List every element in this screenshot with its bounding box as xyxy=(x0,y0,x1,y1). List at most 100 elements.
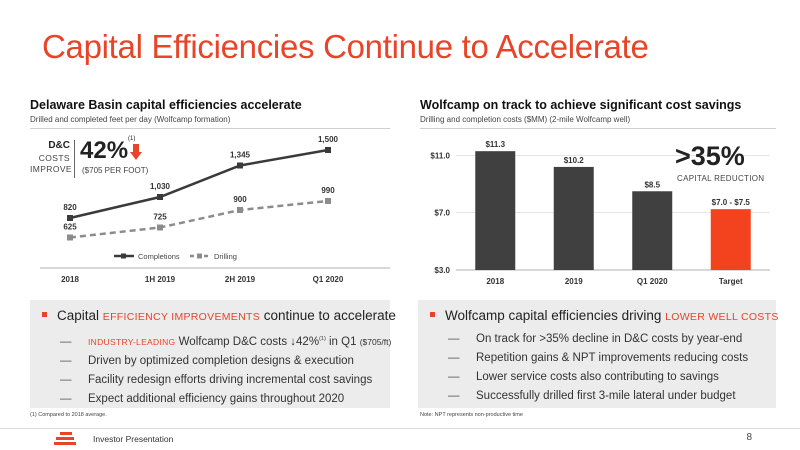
list-item: — Expect additional efficiency gains thro… xyxy=(60,390,391,409)
list-item-text: Driven by optimized completion designs &… xyxy=(88,354,354,367)
right-summary-list: — On track for >35% decline in D&C costs … xyxy=(448,330,748,406)
list-item-text: Repetition gains & NPT improvements redu… xyxy=(476,352,749,364)
data-point xyxy=(67,234,73,241)
right-panel-rule xyxy=(420,128,776,129)
bullet-icon xyxy=(430,311,435,317)
x-tick-label: Q1 2020 xyxy=(637,277,668,286)
left-headline-highlight: EFFICIENCY IMPROVEMENTS xyxy=(102,311,261,323)
x-tick-label: 2H 2019 xyxy=(225,275,256,284)
data-point xyxy=(157,224,163,231)
data-point xyxy=(237,162,243,169)
data-label: 990 xyxy=(321,186,335,195)
dash-icon: — xyxy=(448,390,460,402)
data-point xyxy=(325,147,331,153)
right-panel-title: Wolfcamp on track to achieve significant… xyxy=(420,98,742,112)
left-headline-suffix: continue to accelerate xyxy=(260,308,396,323)
dash-icon: — xyxy=(60,335,72,348)
down-arrow-icon xyxy=(130,144,142,160)
left-panel-title: Delaware Basin capital efficiencies acce… xyxy=(30,98,302,112)
right-summary-headline: Wolfcamp capital efficiencies driving LO… xyxy=(430,308,779,323)
list-item: — Repetition gains & NPT improvements red… xyxy=(448,349,748,368)
left-summary-list: — INDUSTRY-LEADING Wolfcamp D&C costs ↓42… xyxy=(60,330,391,409)
list-item-footnote-ref: (1) xyxy=(319,336,326,342)
data-label: 820 xyxy=(63,203,77,212)
line-chart: 820 1,030 1,345 1,500 625 725 900 990 2018 1H 201… xyxy=(40,135,390,284)
x-tick-label: 2019 xyxy=(565,277,583,286)
data-label: 1,345 xyxy=(230,151,251,160)
dash-icon: — xyxy=(60,392,72,405)
left-summary-box: Capital EFFICIENCY IMPROVEMENTS continue… xyxy=(30,300,396,409)
data-label: 725 xyxy=(153,213,167,222)
callout-footnote-ref: (1) xyxy=(128,136,136,142)
list-item-text: Lower service costs also contributing to… xyxy=(476,371,719,383)
dc-costs-callout: D&C COSTS IMPROVE 42% (1) ($705 PER FOOT… xyxy=(30,136,190,182)
x-tick-label: 2018 xyxy=(486,277,504,286)
list-item: — Lower service costs also contributing t… xyxy=(448,368,748,387)
data-label: $11.3 xyxy=(485,140,505,149)
list-item-text: Wolfcamp D&C costs ↓42% xyxy=(175,335,320,348)
dash-icon: — xyxy=(448,333,460,345)
left-headline-prefix: Capital xyxy=(57,308,103,323)
x-tick-label: 2018 xyxy=(61,275,79,284)
callout-divider xyxy=(74,140,75,178)
series-line-completions xyxy=(69,148,329,220)
data-label: 625 xyxy=(63,223,77,232)
right-headline-highlight: LOWER WELL COSTS xyxy=(665,311,779,323)
data-label: $8.5 xyxy=(644,180,660,189)
y-tick-label: $11.0 xyxy=(430,151,450,160)
callout-line2: COSTS xyxy=(38,153,70,163)
right-panel-subtitle: Drilling and completion costs ($MM) (2-m… xyxy=(420,115,631,124)
list-item-text: On track for >35% decline in D&C costs b… xyxy=(476,333,743,345)
data-label: $7.0 - $7.5 xyxy=(712,198,751,207)
list-item-detail: ($705/ft) xyxy=(359,336,392,347)
bar xyxy=(475,151,516,270)
series-line-drilling xyxy=(69,199,329,239)
data-point xyxy=(67,215,73,221)
data-label: 900 xyxy=(233,195,247,204)
bar xyxy=(710,209,751,270)
list-item: — Successfully drilled first 3-mile later… xyxy=(448,387,748,406)
data-label: $10.2 xyxy=(564,156,585,165)
company-logo-icon xyxy=(54,432,76,445)
dash-icon: — xyxy=(448,371,460,383)
x-tick-label: 1H 2019 xyxy=(145,275,176,284)
right-headline-prefix: Wolfcamp capital efficiencies driving xyxy=(445,308,666,323)
bar xyxy=(632,191,673,270)
data-point xyxy=(237,207,243,213)
list-item: — Driven by optimized completion designs … xyxy=(60,352,391,371)
capital-reduction-label: CAPITAL REDUCTION xyxy=(677,174,765,183)
bar-chart: $3.0 $7.0 $11.0 $11.3 2018 $10.2 2019 $8.5 Q1 20… xyxy=(430,140,770,286)
dash-icon: — xyxy=(448,352,460,364)
callout-line3: IMPROVE xyxy=(30,164,73,174)
list-item: — Facility redesign efforts driving incre… xyxy=(60,371,391,390)
list-item-text: Expect additional efficiency gains throu… xyxy=(88,392,345,405)
left-panel-subtitle: Drilled and completed feet per day (Wolf… xyxy=(30,115,231,124)
list-item-text: Successfully drilled first 3-mile latera… xyxy=(476,390,736,402)
list-item-text: Facility redesign efforts driving increm… xyxy=(88,373,373,386)
left-footnote: (1) Compared to 2018 average. xyxy=(30,412,107,418)
callout-value: 42% xyxy=(80,137,129,164)
list-item: — On track for >35% decline in D&C costs … xyxy=(448,330,748,349)
slide-title: Capital Efficiencies Continue to Acceler… xyxy=(42,28,649,65)
x-tick-label: Target xyxy=(719,277,743,286)
list-item-highlight: INDUSTRY-LEADING xyxy=(88,336,176,347)
page-number: 8 xyxy=(746,432,752,443)
footer-rule xyxy=(0,428,800,429)
callout-line1: D&C xyxy=(48,140,70,151)
list-item-text-2: in Q1 xyxy=(325,335,360,348)
right-summary-box: Wolfcamp capital efficiencies driving LO… xyxy=(418,300,779,408)
list-item: — INDUSTRY-LEADING Wolfcamp D&C costs ↓42… xyxy=(60,330,391,352)
data-point xyxy=(157,194,163,200)
right-footnote: Note: NPT represents non-productive time xyxy=(420,412,523,418)
data-label: 1,030 xyxy=(150,182,171,191)
legend-label: Completions xyxy=(138,252,180,261)
left-panel-rule xyxy=(30,128,390,129)
bullet-icon xyxy=(42,311,47,317)
dash-icon: — xyxy=(60,354,72,367)
dash-icon: — xyxy=(60,373,72,386)
data-point xyxy=(325,198,331,204)
bar xyxy=(553,166,594,270)
legend-marker xyxy=(121,253,126,259)
legend-marker xyxy=(197,253,202,259)
footer-label: Investor Presentation xyxy=(93,434,174,444)
